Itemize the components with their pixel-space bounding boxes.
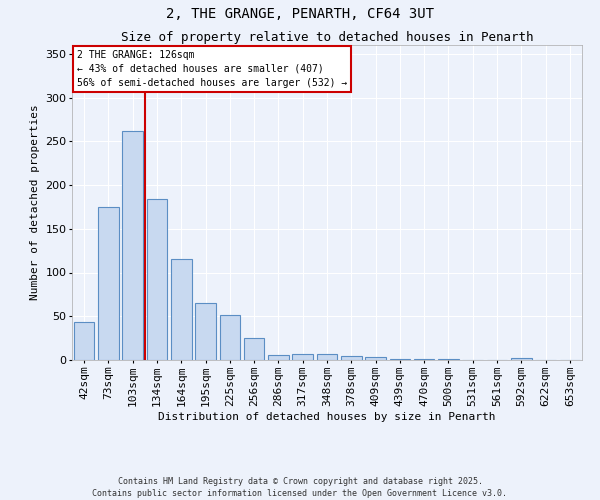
- Title: Size of property relative to detached houses in Penarth: Size of property relative to detached ho…: [121, 31, 533, 44]
- Text: 2 THE GRANGE: 126sqm
← 43% of detached houses are smaller (407)
56% of semi-deta: 2 THE GRANGE: 126sqm ← 43% of detached h…: [77, 50, 347, 88]
- Bar: [122, 130, 143, 360]
- Bar: [292, 354, 313, 360]
- Text: 2, THE GRANGE, PENARTH, CF64 3UT: 2, THE GRANGE, PENARTH, CF64 3UT: [166, 8, 434, 22]
- Bar: [438, 359, 459, 360]
- Bar: [317, 354, 337, 360]
- Text: Contains HM Land Registry data © Crown copyright and database right 2025.
Contai: Contains HM Land Registry data © Crown c…: [92, 476, 508, 498]
- Bar: [171, 260, 191, 360]
- Bar: [195, 303, 216, 360]
- Bar: [414, 359, 434, 360]
- Bar: [146, 199, 167, 360]
- Bar: [74, 322, 94, 360]
- X-axis label: Distribution of detached houses by size in Penarth: Distribution of detached houses by size …: [158, 412, 496, 422]
- Bar: [511, 358, 532, 360]
- Bar: [389, 359, 410, 360]
- Bar: [220, 314, 240, 360]
- Bar: [244, 338, 265, 360]
- Bar: [341, 356, 362, 360]
- Bar: [268, 355, 289, 360]
- Bar: [98, 207, 119, 360]
- Y-axis label: Number of detached properties: Number of detached properties: [30, 104, 40, 300]
- Bar: [365, 358, 386, 360]
